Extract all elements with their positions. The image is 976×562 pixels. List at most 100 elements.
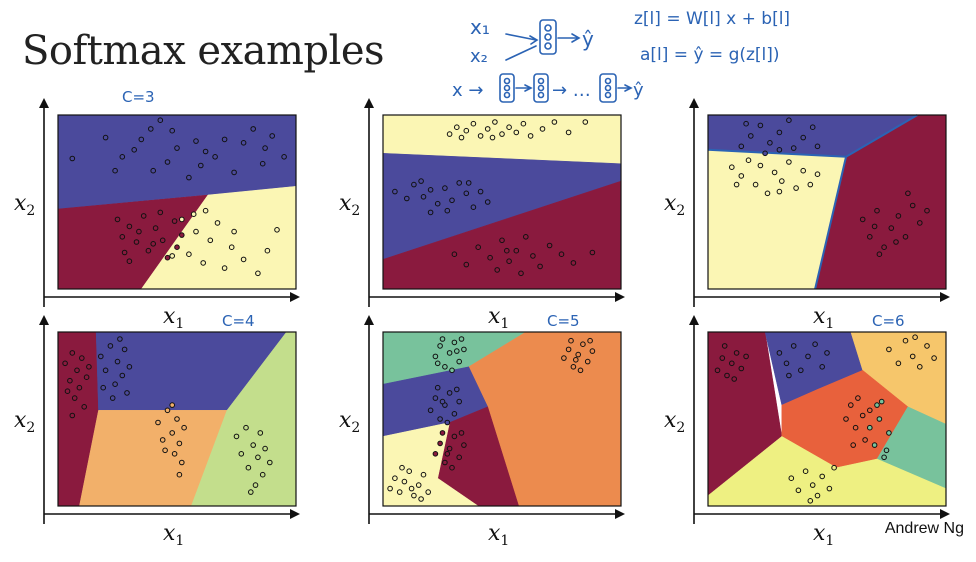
note-yhat-2: ŷ xyxy=(633,80,644,101)
chart-panel-c6: x1 x2 C=6 xyxy=(660,312,950,552)
point-maroon xyxy=(570,260,577,266)
point-teal xyxy=(874,402,880,408)
y-axis-label: x2 xyxy=(664,408,685,436)
point-maroon xyxy=(905,190,911,197)
chart-panel-c3: x1 x2 C=3 xyxy=(10,88,300,335)
point-blue xyxy=(164,159,171,165)
point-blue xyxy=(439,398,446,405)
point-maroon xyxy=(909,202,916,209)
point-maroon xyxy=(451,251,458,257)
point-maroon xyxy=(589,249,596,256)
point-blue xyxy=(231,169,237,176)
x-axis-label: x1 xyxy=(163,521,184,549)
ink-line-upper xyxy=(707,114,918,158)
point-blue xyxy=(767,140,773,146)
point-yellow xyxy=(179,216,185,223)
point-blue xyxy=(281,154,287,160)
point-yellow xyxy=(800,167,806,174)
point-yellow xyxy=(565,129,572,136)
point-yellow xyxy=(415,482,422,488)
point-yellow_green xyxy=(788,475,795,481)
data-points xyxy=(392,119,596,277)
point-teal xyxy=(461,346,467,353)
point-yellow xyxy=(200,260,206,266)
chart-svg-c6: x1 x2 C=6 xyxy=(664,312,950,549)
point-maroon xyxy=(475,244,481,250)
point-maroon xyxy=(867,234,873,240)
point-teal xyxy=(437,343,443,349)
point-yellow xyxy=(551,119,558,125)
point-yellow xyxy=(454,124,460,131)
point-yellow xyxy=(231,228,237,235)
point-maroon xyxy=(487,254,493,261)
point-green xyxy=(245,464,252,471)
point-yellow xyxy=(214,220,221,226)
point-yellow xyxy=(202,207,209,214)
point-maroon xyxy=(150,241,156,247)
point-blue xyxy=(186,174,192,181)
point-blue xyxy=(198,162,204,169)
point-blue xyxy=(126,364,133,370)
point-yellow xyxy=(793,185,799,191)
note-x1: x₁ xyxy=(470,15,490,39)
point-maroon xyxy=(518,270,524,277)
point-yellow xyxy=(492,119,498,125)
point-teal xyxy=(449,367,455,374)
point-orange_dark xyxy=(568,337,574,344)
point-yellow xyxy=(539,126,546,132)
ink-line-lower xyxy=(814,156,848,290)
plot-frame xyxy=(382,331,622,507)
data-points xyxy=(62,336,273,495)
point-yellow xyxy=(240,256,247,263)
point-maroon xyxy=(494,267,500,273)
point-maroon xyxy=(64,388,71,394)
point-maroon xyxy=(499,237,505,244)
point-orange_dark xyxy=(570,364,577,370)
axes xyxy=(39,98,300,307)
point-maroon xyxy=(463,261,470,268)
point-blue xyxy=(112,167,118,174)
decision-regions xyxy=(707,331,947,507)
point-yellow xyxy=(484,126,491,132)
point-yellow xyxy=(396,489,403,495)
point-yellow xyxy=(776,188,783,195)
point-yellow xyxy=(387,485,393,492)
point-blue xyxy=(783,360,790,367)
point-blue xyxy=(221,136,228,143)
point-maroon xyxy=(69,412,76,419)
point-yellow xyxy=(814,171,821,177)
point-blue xyxy=(444,207,451,214)
point-maroon xyxy=(458,430,465,436)
plot-frame xyxy=(57,331,297,507)
point-blue xyxy=(124,390,130,396)
point-yellow xyxy=(169,253,175,259)
point-blue xyxy=(117,336,123,342)
point-blue xyxy=(98,353,104,360)
point-maroon xyxy=(733,350,740,356)
point-blue xyxy=(434,384,441,391)
point-maroon xyxy=(719,355,726,361)
point-green xyxy=(250,442,256,448)
x-axis-label: x1 xyxy=(488,521,509,549)
point-maroon xyxy=(136,228,142,235)
point-green xyxy=(262,445,268,452)
point-blue xyxy=(112,381,118,387)
point-blue xyxy=(427,407,434,414)
point-teal xyxy=(456,358,462,365)
point-blue xyxy=(743,120,749,127)
point-teal xyxy=(434,360,441,367)
point-blue xyxy=(119,154,126,160)
point-blue xyxy=(102,367,109,374)
point-blue xyxy=(800,134,806,141)
point-blue xyxy=(109,395,116,401)
y-axis-label: x2 xyxy=(339,191,360,219)
note-x2: x₂ xyxy=(470,46,488,67)
axes xyxy=(364,98,625,307)
point-yellow xyxy=(411,492,417,499)
point-maroon xyxy=(461,442,467,448)
point-yellow xyxy=(399,464,405,471)
point-maroon xyxy=(157,209,164,216)
point-yellow xyxy=(401,478,408,485)
point-light_orange xyxy=(912,334,918,341)
chart-panel-c5: x1 x2 C=5 xyxy=(335,312,625,552)
